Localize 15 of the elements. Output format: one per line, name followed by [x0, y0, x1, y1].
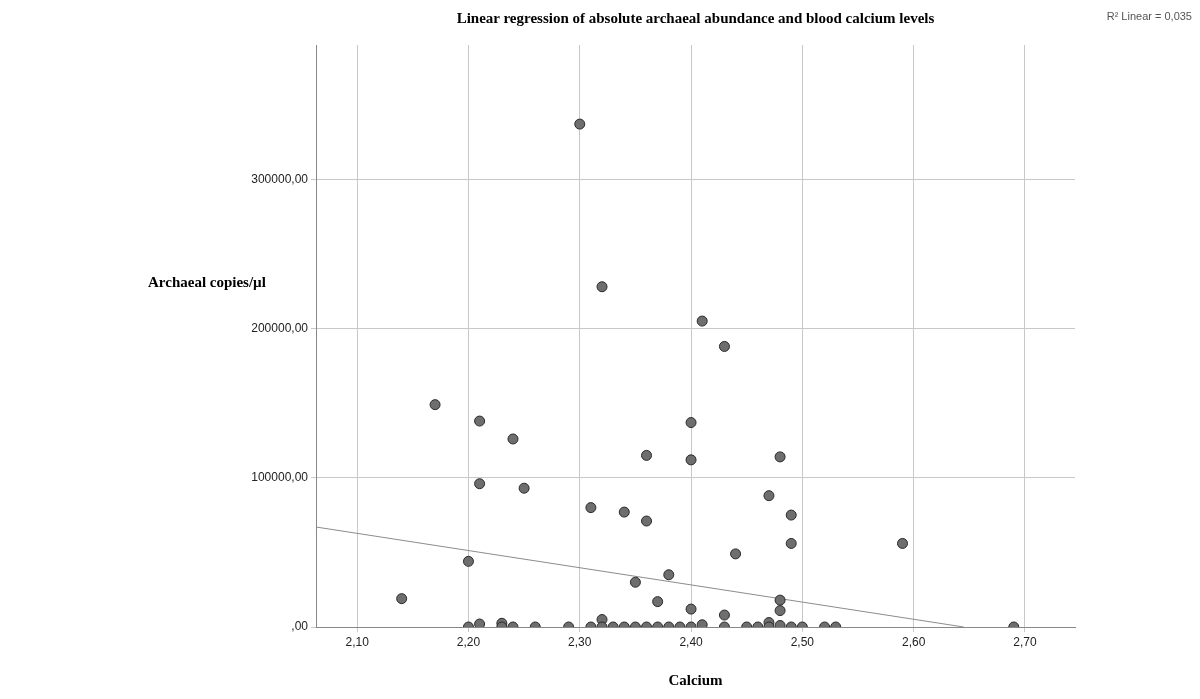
x-tick-label: 2,60 [901, 634, 926, 649]
x-tick-label: 2,30 [568, 634, 592, 649]
y-tick-label: 300000,00 [251, 171, 309, 186]
x-tick-label: 2,40 [679, 634, 704, 649]
y-tick-label: 200000,00 [251, 320, 309, 335]
x-tick-label: 2,50 [790, 634, 815, 649]
x-tick-label: 2,20 [456, 634, 481, 649]
text: R² Linear = 0,035 [1106, 10, 1192, 22]
x-tick-label: 2,10 [345, 634, 370, 649]
x-tick-label: 2,70 [1013, 634, 1037, 649]
y-axis-title: Archaeal copies/µl [148, 274, 266, 291]
x-axis-title: Calcium [667, 672, 724, 689]
y-tick-label: 100000,00 [251, 470, 309, 485]
y-tick-label: ,00 [291, 619, 309, 634]
chart-title: Linear regression of absolute archaeal abundance and blood calcium levels [455, 10, 936, 27]
